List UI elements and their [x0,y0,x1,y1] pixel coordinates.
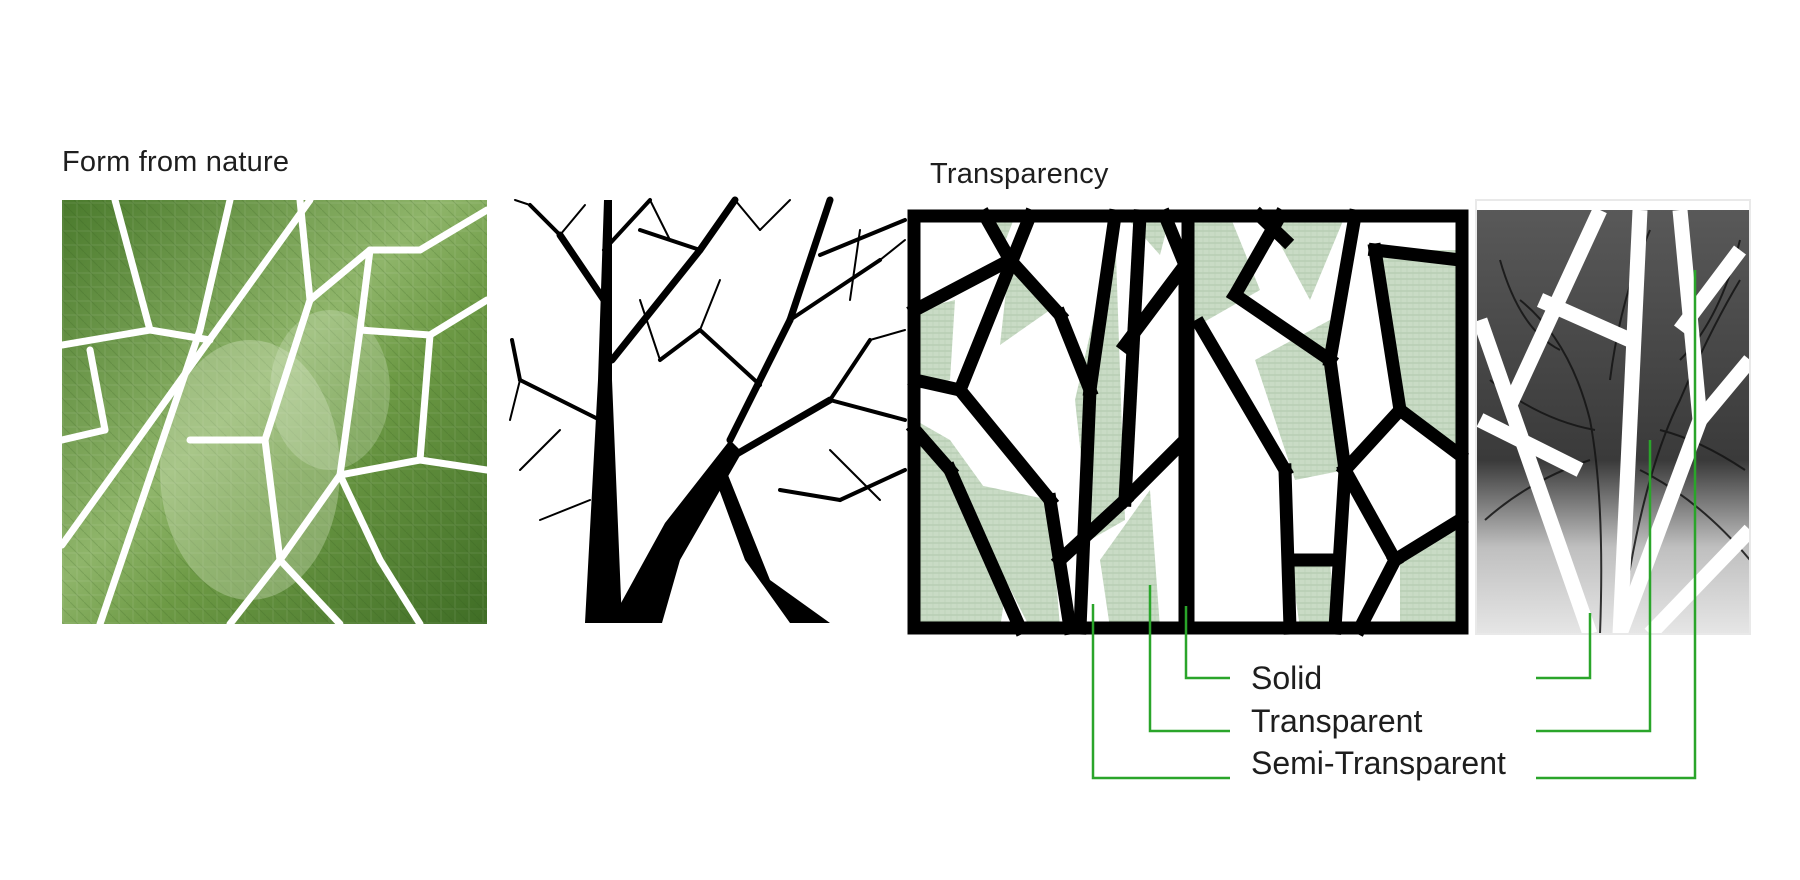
leader-lines [1091,270,1697,780]
photo-frame [1475,199,1751,635]
leader-solid-right [1536,613,1592,680]
leaf-vein-image [62,200,487,624]
form-from-nature-heading: Form from nature [62,146,290,178]
legend-transparent-label: Transparent [1251,703,1423,739]
transparency-screen-panel [905,206,1470,637]
legend-semi-transparent-label: Semi-Transparent [1251,745,1506,781]
leader-transparent-right [1536,440,1652,733]
leader-transparent-left [1148,585,1230,733]
leader-semi-right [1536,270,1697,780]
transparency-heading: Transparency [930,158,1109,190]
leader-solid-left [1184,606,1230,680]
tree-silhouette-image [509,196,907,623]
leader-semi-left [1091,604,1230,780]
tree-photo-overlay-image [1476,210,1750,634]
legend-solid-label: Solid [1251,660,1323,696]
